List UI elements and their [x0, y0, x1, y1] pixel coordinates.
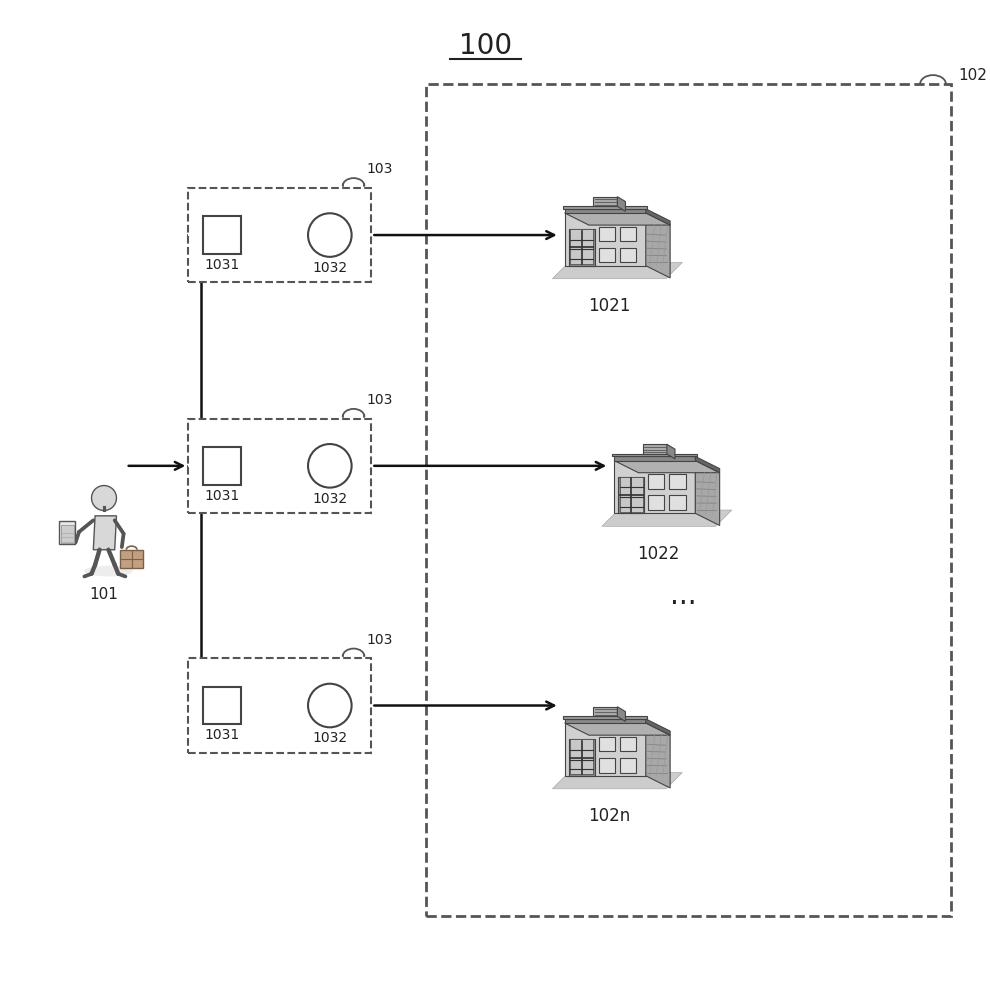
Polygon shape	[564, 209, 645, 213]
Polygon shape	[645, 213, 670, 278]
Text: 1021: 1021	[588, 297, 631, 315]
Bar	[599, 227, 615, 241]
Bar	[203, 687, 241, 724]
Polygon shape	[593, 707, 618, 716]
Polygon shape	[552, 773, 682, 789]
Polygon shape	[695, 456, 720, 473]
Text: 103: 103	[366, 393, 393, 407]
Text: 1031: 1031	[204, 258, 240, 272]
Text: 1032: 1032	[312, 261, 347, 275]
Polygon shape	[563, 716, 647, 719]
Text: ···: ···	[670, 590, 697, 618]
Bar	[669, 495, 685, 510]
Circle shape	[91, 486, 117, 510]
Bar	[570, 739, 593, 774]
Polygon shape	[564, 723, 670, 735]
Bar	[568, 739, 595, 776]
Bar	[648, 474, 664, 489]
Text: 102n: 102n	[588, 807, 631, 825]
Polygon shape	[93, 516, 117, 550]
Bar	[570, 229, 593, 264]
Text: 100: 100	[458, 32, 512, 60]
Polygon shape	[618, 707, 626, 721]
Polygon shape	[645, 723, 670, 788]
Bar	[620, 737, 636, 751]
Bar	[61, 525, 73, 543]
Text: 1031: 1031	[204, 728, 240, 742]
Bar	[568, 229, 595, 266]
Text: 101: 101	[89, 587, 119, 602]
Polygon shape	[552, 262, 682, 279]
Text: 1031: 1031	[204, 489, 240, 503]
Circle shape	[308, 684, 351, 727]
Polygon shape	[614, 456, 695, 461]
Polygon shape	[593, 197, 618, 206]
Bar	[59, 521, 75, 544]
Polygon shape	[564, 719, 645, 723]
Text: 103: 103	[366, 633, 393, 647]
Bar	[120, 550, 144, 568]
Polygon shape	[613, 454, 697, 456]
Circle shape	[308, 213, 351, 257]
Polygon shape	[614, 461, 695, 513]
Bar	[188, 188, 371, 282]
Bar	[599, 758, 615, 773]
Text: 102: 102	[958, 68, 988, 83]
Bar	[620, 477, 643, 512]
Bar	[618, 477, 644, 513]
Polygon shape	[564, 723, 645, 776]
Bar	[599, 737, 615, 751]
Text: 1032: 1032	[312, 731, 347, 745]
Bar	[620, 758, 636, 773]
Bar	[203, 216, 241, 254]
Polygon shape	[643, 444, 667, 454]
Polygon shape	[618, 197, 626, 211]
Ellipse shape	[84, 566, 133, 576]
Text: 1032: 1032	[312, 492, 347, 506]
Circle shape	[308, 444, 351, 488]
Polygon shape	[667, 444, 675, 459]
Bar	[669, 474, 685, 489]
Polygon shape	[564, 213, 670, 225]
Bar	[599, 248, 615, 262]
Polygon shape	[614, 461, 720, 473]
Polygon shape	[645, 719, 670, 735]
Polygon shape	[695, 461, 720, 525]
Polygon shape	[563, 206, 647, 209]
Bar	[203, 447, 241, 485]
Text: 103: 103	[366, 162, 393, 176]
Bar	[188, 658, 371, 753]
Bar	[620, 248, 636, 262]
Polygon shape	[564, 213, 645, 266]
Text: 1022: 1022	[638, 545, 680, 563]
Polygon shape	[602, 510, 732, 526]
Bar	[188, 419, 371, 513]
Bar	[620, 227, 636, 241]
Bar	[426, 84, 950, 916]
Bar	[648, 495, 664, 510]
Polygon shape	[645, 209, 670, 225]
